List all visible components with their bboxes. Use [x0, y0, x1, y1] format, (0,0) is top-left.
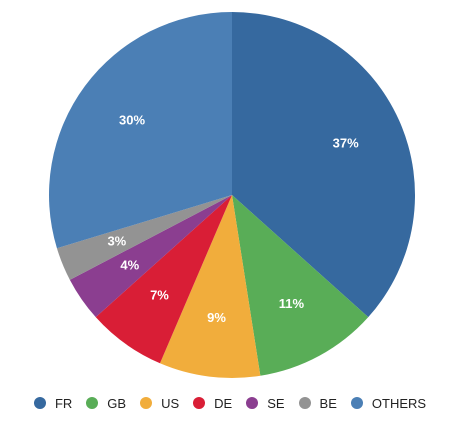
slice-label-fr: 37%	[333, 136, 359, 151]
legend-label: GB	[107, 395, 127, 411]
legend-label: OTHERS	[371, 395, 427, 411]
slice-label-us: 9%	[207, 310, 226, 325]
legend-item-be: BE	[298, 395, 337, 411]
pie-slice-fr	[232, 12, 415, 318]
legend-swatch	[350, 397, 363, 409]
legend-swatch	[140, 397, 153, 409]
slice-label-de: 7%	[150, 288, 169, 303]
pie-slice-se	[69, 195, 232, 318]
legend-item-se: SE	[246, 395, 285, 411]
legend-swatch	[33, 397, 46, 409]
legend-swatch	[193, 397, 206, 409]
pie-slice-us	[160, 195, 261, 378]
legend-label: DE	[214, 395, 233, 411]
pie-slice-gb	[232, 195, 369, 376]
legend-item-fr: FR	[33, 395, 73, 411]
legend-label: FR	[54, 395, 73, 411]
slice-label-gb: 11%	[279, 296, 305, 311]
legend-label: BE	[319, 395, 337, 411]
legend-item-others: OTHERS	[350, 395, 427, 411]
legend-swatch	[246, 397, 259, 409]
legend-item-us: US	[140, 396, 179, 411]
legend-label: US	[161, 395, 180, 411]
pie-slice-de	[95, 195, 232, 364]
legend-item-de: DE	[193, 396, 232, 411]
legend-item-gb: GB	[86, 396, 126, 411]
chart-legend: FR GB US DE SE BE OTHERS	[0, 392, 460, 414]
slice-label-se: 4%	[120, 257, 139, 272]
slice-label-be: 3%	[107, 234, 126, 249]
slice-label-others: 30%	[119, 112, 145, 127]
pie-chart: 37% 11% 9% 7% 4% 3% 30%	[48, 12, 415, 378]
legend-swatch	[86, 397, 99, 409]
legend-swatch	[298, 397, 311, 409]
legend-label: SE	[267, 395, 285, 411]
pie-slice-others	[48, 12, 232, 249]
pie-slice-be	[56, 195, 232, 280]
